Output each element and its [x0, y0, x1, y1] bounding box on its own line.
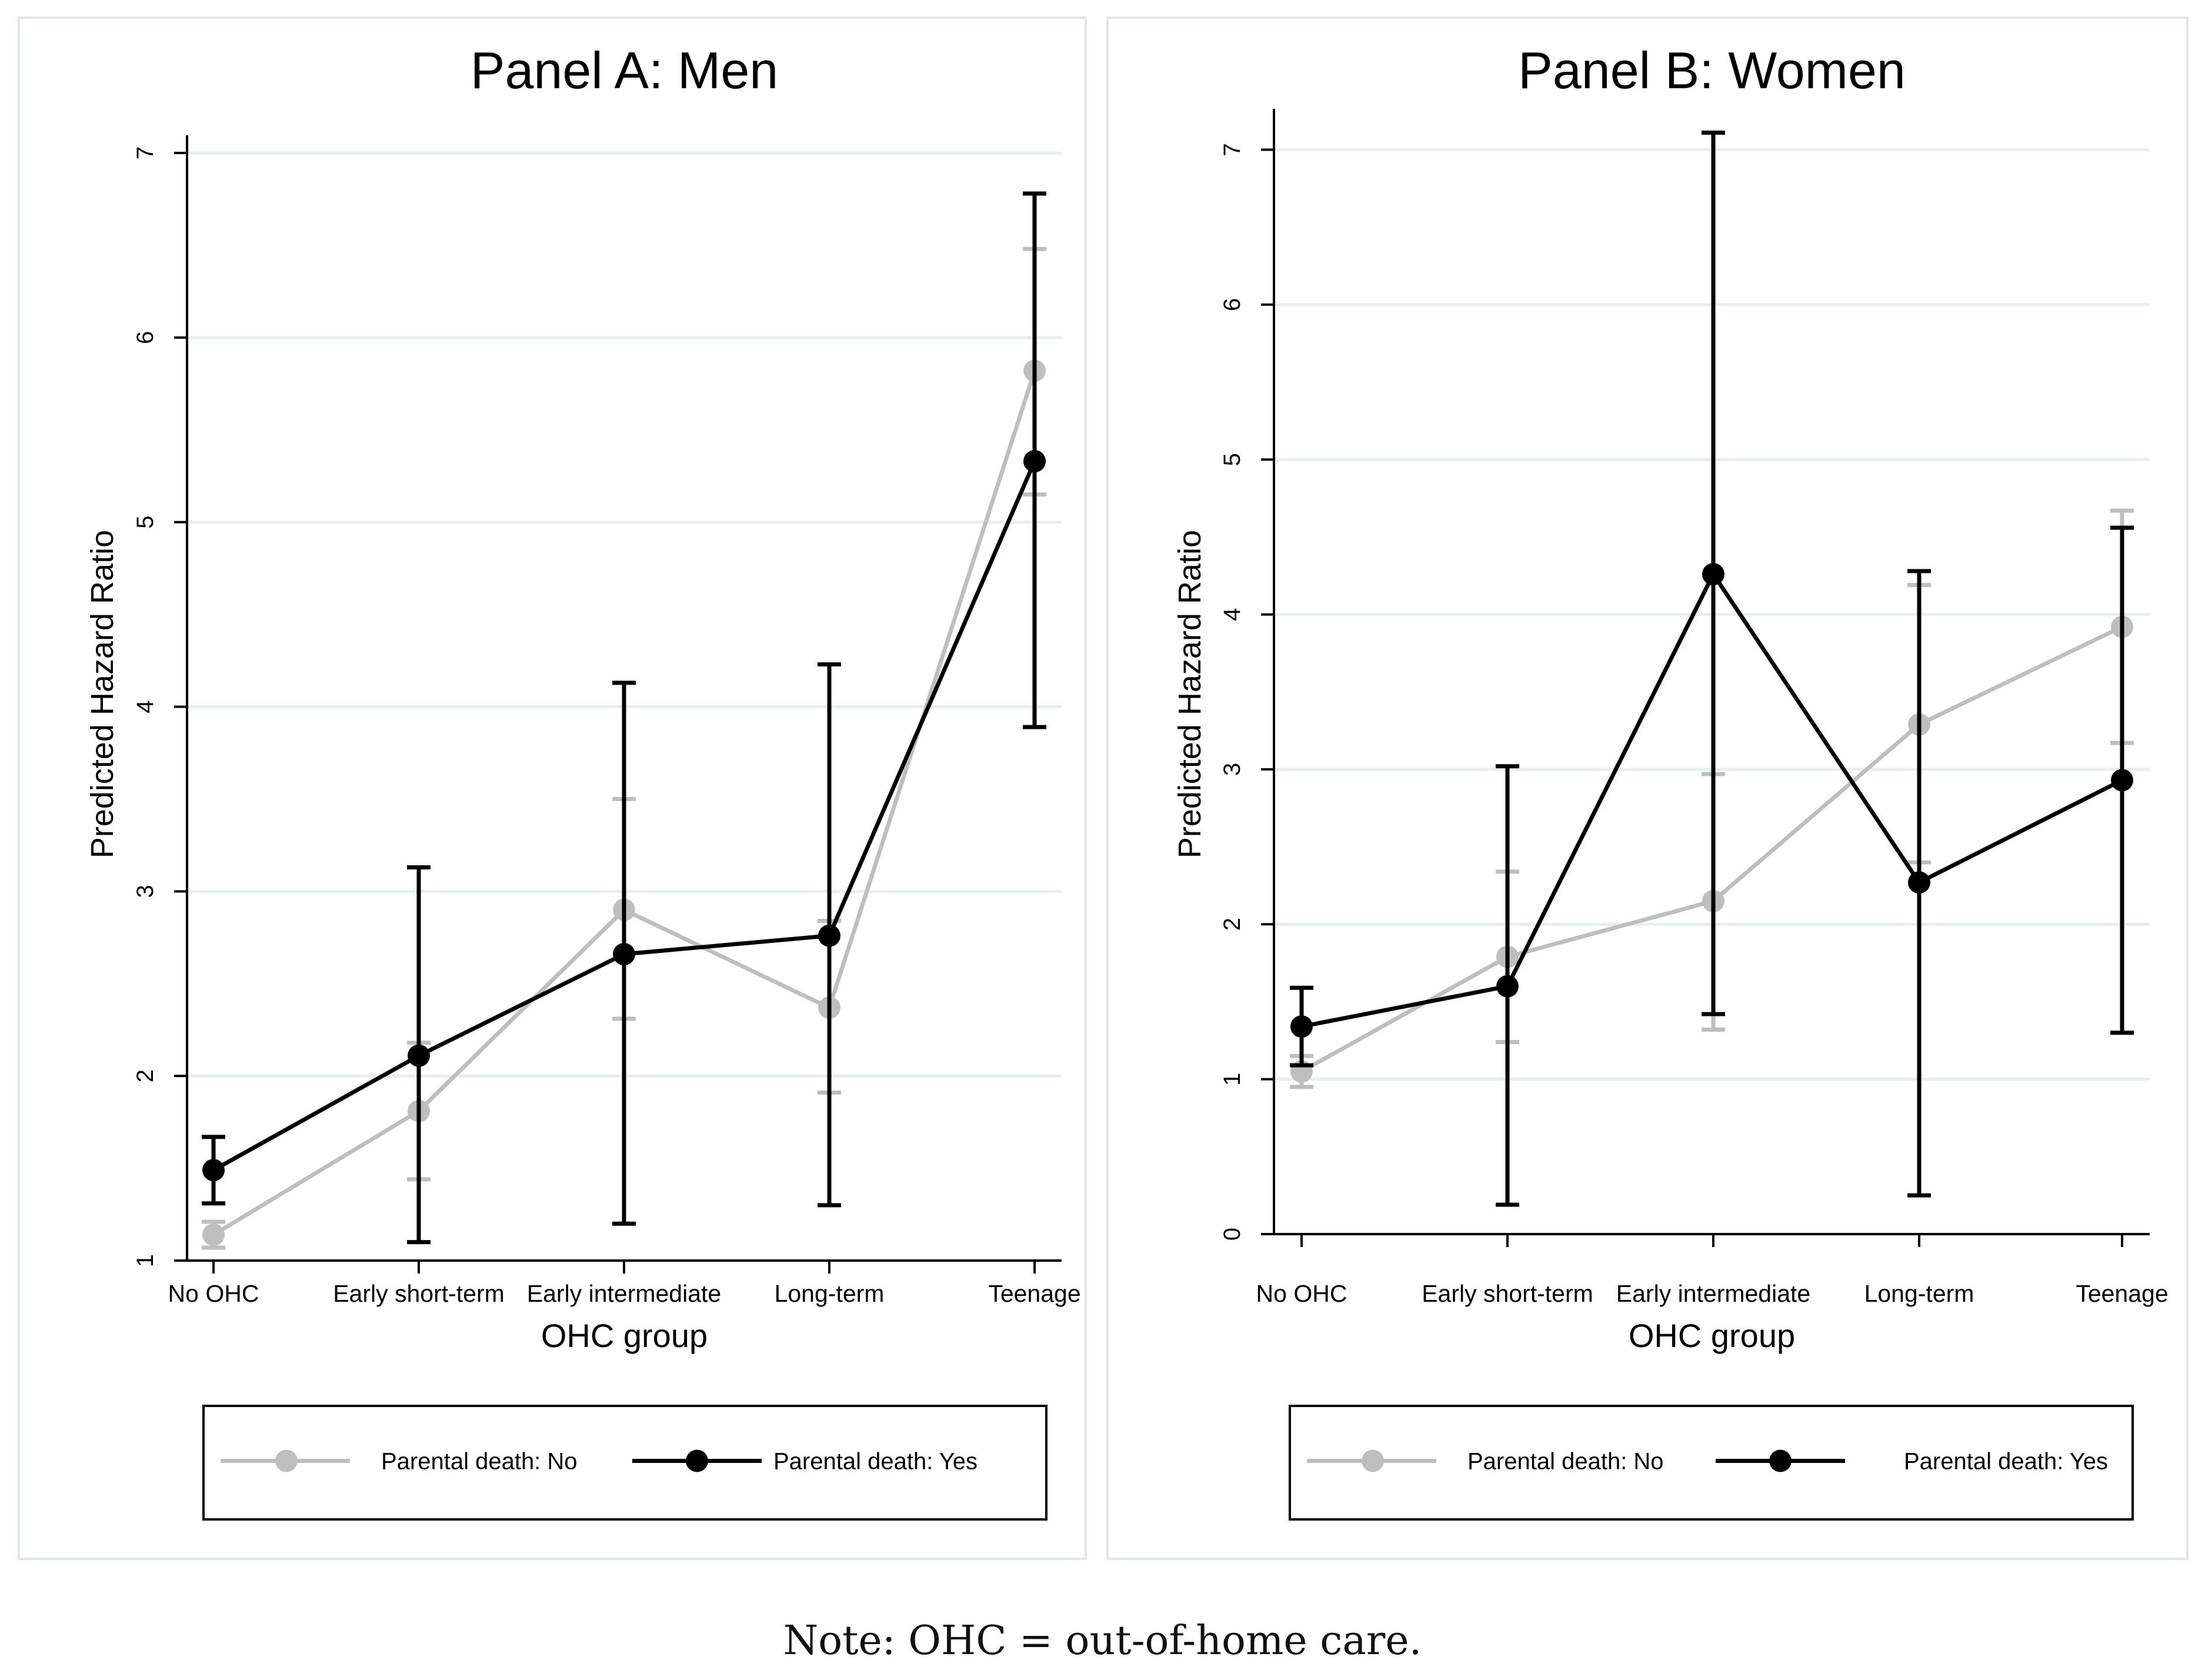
series-yes [1290, 131, 2134, 1207]
data-point [1290, 1015, 1313, 1038]
figure-note: Note: OHC = out-of-home care. [783, 1618, 1422, 1664]
legend-marker [686, 1449, 708, 1472]
y-tick-label: 6 [1219, 298, 1245, 311]
x-axis-title: OHC group [541, 1317, 708, 1354]
data-point [202, 1224, 225, 1246]
x-tick-label: Early intermediate [527, 1280, 721, 1307]
panel-frame [1106, 16, 2189, 1560]
data-point [2111, 769, 2133, 792]
y-tick-label: 2 [132, 1069, 158, 1082]
y-tick-label: 7 [1219, 143, 1245, 156]
chart-title: Panel B: Women [1518, 41, 1906, 99]
y-tick-label: 7 [132, 146, 158, 159]
panel-b-women: Panel B: Women 0 1 2 3 4 5 6 7 No OHC Early short-… [1106, 16, 2189, 1560]
y-tick-label: 4 [1219, 608, 1245, 621]
x-tick-label: Teenage [2076, 1280, 2168, 1307]
y-tick-label: 1 [1219, 1073, 1245, 1086]
legend-label: Parental death: No [381, 1449, 578, 1475]
y-tick-label: 2 [1219, 918, 1245, 931]
y-axis-title: Predicted Hazard Ratio [1172, 530, 1207, 858]
y-tick-label: 4 [132, 700, 158, 713]
data-point [1023, 450, 1046, 473]
panel-a-men: Panel A: Men 1 2 3 4 5 6 7 No OHC Early short-ter… [18, 16, 1087, 1560]
y-tick-label: 5 [1219, 453, 1245, 466]
x-tick-label: Long-term [1864, 1280, 1974, 1307]
legend-label: Parental death: Yes [773, 1449, 978, 1475]
x-tick-label: Early short-term [1422, 1280, 1593, 1307]
data-point [1702, 563, 1724, 586]
panel-frame [18, 16, 1087, 1560]
data-point [1496, 975, 1519, 998]
legend-label: Parental death: Yes [1904, 1449, 2108, 1475]
y-tick-label: 3 [132, 885, 158, 898]
x-tick-label: Early short-term [333, 1280, 505, 1307]
x-tick-label: Early intermediate [1616, 1280, 1810, 1307]
data-point [1908, 871, 1930, 894]
y-tick-label: 6 [132, 331, 158, 344]
y-tick-label: 0 [1219, 1228, 1245, 1241]
y-tick-label: 1 [132, 1254, 158, 1267]
x-tick-label: Long-term [775, 1280, 885, 1307]
series-yes [202, 191, 1046, 1245]
legend: Parental death: No Parental death: Yes [1289, 1405, 2134, 1521]
legend-marker [1362, 1449, 1384, 1472]
x-tick-label: No OHC [168, 1280, 259, 1307]
y-tick-label: 5 [132, 516, 158, 529]
x-tick-label: Teenage [988, 1280, 1080, 1307]
legend-marker [1769, 1449, 1792, 1472]
legend-marker [275, 1449, 298, 1472]
chart-title: Panel A: Men [471, 41, 778, 99]
y-tick-label: 3 [1219, 763, 1245, 776]
data-point [613, 943, 635, 966]
legend: Parental death: No Parental death: Yes [202, 1405, 1048, 1521]
data-point [818, 924, 840, 947]
data-point [202, 1159, 225, 1182]
x-tick-label: No OHC [1256, 1280, 1347, 1307]
legend-label: Parental death: No [1467, 1449, 1664, 1475]
data-point [408, 1044, 430, 1067]
x-axis-title: OHC group [1629, 1317, 1795, 1354]
y-axis-title: Predicted Hazard Ratio [85, 530, 120, 858]
